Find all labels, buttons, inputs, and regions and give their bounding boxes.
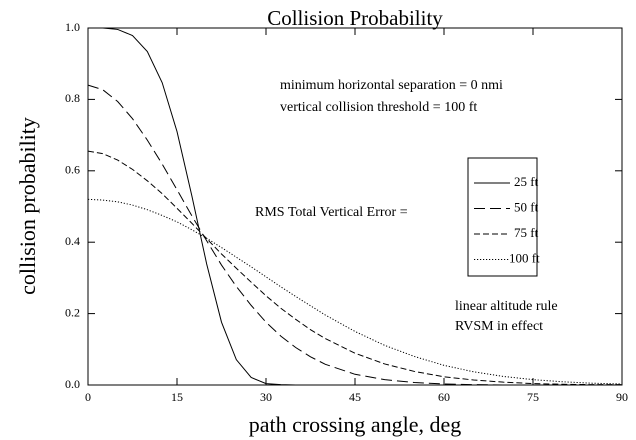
annotation: minimum horizontal separation = 0 nmi — [280, 78, 503, 93]
y-axis-label: collision probability — [15, 117, 40, 295]
y-tick-label: 0.6 — [65, 163, 80, 177]
annotation: linear altitude rule — [455, 299, 558, 314]
annotation: vertical collision threshold = 100 ft — [280, 100, 477, 115]
y-tick-label: 0.2 — [65, 305, 80, 319]
x-tick-label: 60 — [438, 390, 450, 404]
x-tick-label: 15 — [171, 390, 183, 404]
series-line — [87, 198, 623, 385]
legend-label: 50 ft — [514, 199, 539, 214]
annotation: RMS Total Vertical Error = — [255, 205, 408, 220]
legend-label: 25 ft — [514, 174, 539, 189]
legend-label: 75 ft — [514, 225, 539, 240]
y-tick-label: 1.0 — [65, 20, 80, 34]
legend-label: 100 ft — [509, 250, 540, 265]
series-line — [87, 150, 622, 386]
x-tick-label: 0 — [85, 390, 91, 404]
series-line — [87, 84, 622, 386]
y-tick-label: 0.0 — [65, 377, 80, 391]
x-tick-label: 45 — [349, 390, 361, 404]
x-axis-label: path crossing angle, deg — [249, 412, 462, 437]
chart-title: Collision Probability — [267, 6, 443, 30]
legend-box — [467, 157, 538, 277]
annotation: RVSM in effect — [455, 319, 543, 334]
x-tick-label: 75 — [527, 390, 539, 404]
y-tick-label: 0.4 — [65, 234, 80, 248]
x-tick-label: 30 — [260, 390, 272, 404]
y-tick-label: 0.8 — [65, 91, 80, 105]
x-tick-label: 90 — [616, 390, 628, 404]
